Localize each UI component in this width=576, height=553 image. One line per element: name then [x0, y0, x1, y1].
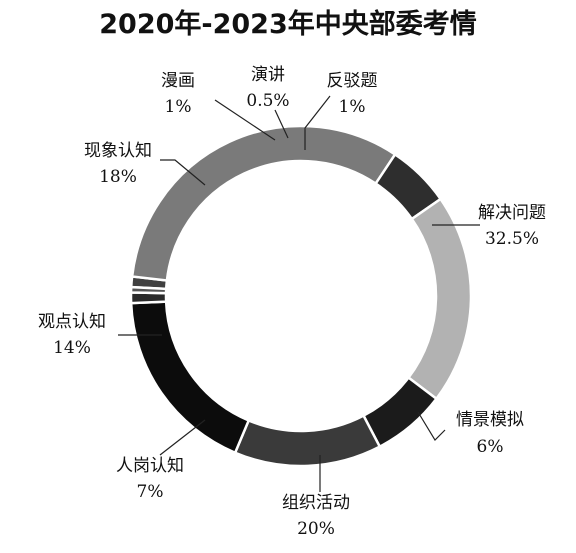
- slice-2: [130, 124, 397, 282]
- slice-label-2: 解决问题: [478, 203, 546, 223]
- slice-value-5: 7%: [137, 482, 164, 502]
- chart-title: 2020年-2023年中央部委考情: [99, 8, 477, 40]
- leader-line-5: [159, 419, 206, 456]
- slice-value-8: 1%: [165, 97, 192, 117]
- slice-9: [129, 285, 168, 295]
- slice-label-1: 反驳题: [327, 71, 378, 91]
- slice-value-2: 32.5%: [485, 229, 539, 249]
- slice-value-4: 20%: [297, 519, 335, 539]
- slice-label-5: 人岗认知: [116, 456, 184, 476]
- leader-line-8: [214, 99, 276, 141]
- slice-value-9: 0.5%: [246, 91, 289, 111]
- slice-label-6: 观点认知: [38, 312, 106, 332]
- leader-line-7: [160, 159, 206, 186]
- leader-line-9: [274, 109, 289, 139]
- slice-value-3: 6%: [477, 437, 504, 457]
- leader-line-3: [417, 411, 446, 441]
- slice-label-4: 组织活动: [282, 493, 350, 513]
- slice-label-3: 情景模拟: [456, 410, 524, 430]
- slice-label-7: 现象认知: [84, 141, 152, 161]
- slice-6: [233, 413, 382, 468]
- slice-value-6: 14%: [53, 338, 91, 358]
- slice-4: [406, 197, 473, 401]
- slice-value-7: 18%: [99, 167, 137, 187]
- slice-value-1: 1%: [339, 97, 366, 117]
- slice-label-8: 漫画: [161, 71, 195, 91]
- slice-label-9: 演讲: [251, 65, 285, 85]
- slice-7: [129, 300, 251, 455]
- leader-line-1: [304, 95, 331, 150]
